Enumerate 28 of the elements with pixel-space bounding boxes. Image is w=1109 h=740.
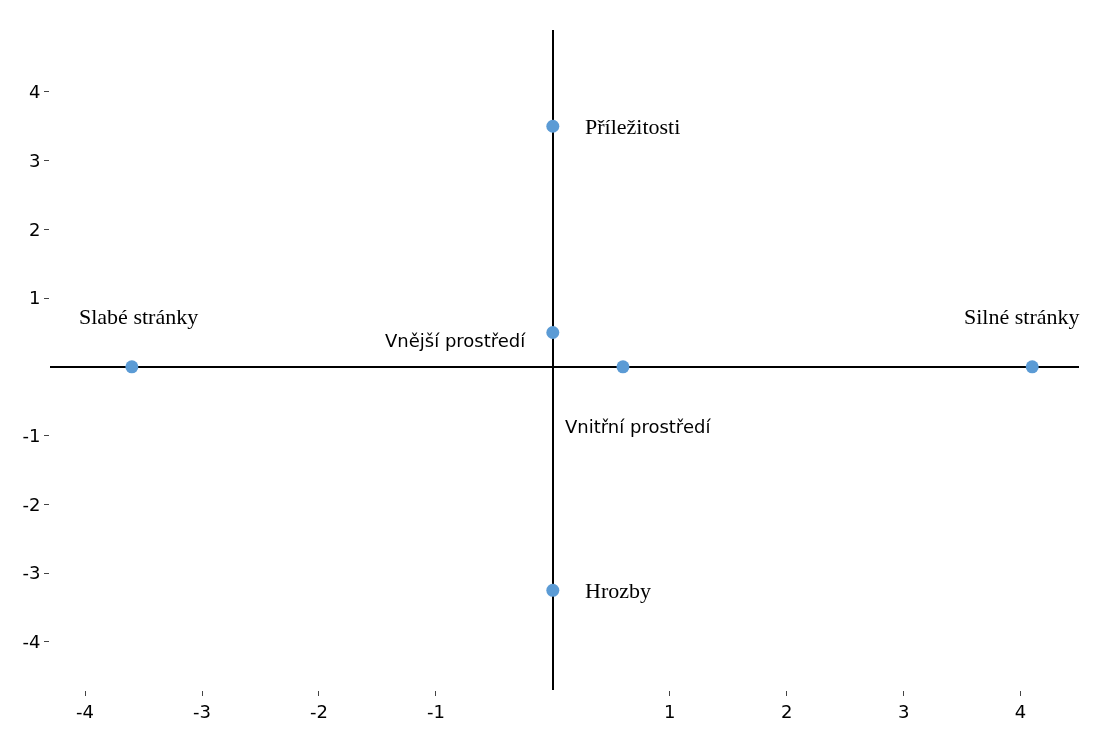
annotation: Silné stránky bbox=[964, 304, 1080, 329]
x-tick-label: -4 bbox=[76, 700, 95, 722]
x-tick-label: -1 bbox=[426, 700, 445, 722]
point bbox=[125, 360, 139, 374]
x-tick-label: 3 bbox=[897, 700, 910, 722]
x-tick-label: 4 bbox=[1014, 700, 1027, 722]
point bbox=[546, 119, 560, 133]
point bbox=[1025, 360, 1039, 374]
y-tick-label: 1 bbox=[28, 287, 41, 309]
y-tick-label: -2 bbox=[22, 493, 41, 515]
point bbox=[546, 583, 560, 597]
y-tick-label: 2 bbox=[28, 218, 41, 240]
point bbox=[546, 326, 560, 339]
y-tick-label: 4 bbox=[28, 81, 41, 103]
annotation: Slabé stránky bbox=[79, 304, 199, 329]
annotation: Vnitřní prostředí bbox=[565, 416, 712, 437]
y-tick-label: -4 bbox=[22, 631, 41, 653]
x-tick-label: 1 bbox=[664, 700, 676, 722]
y-tick-label: -3 bbox=[22, 562, 41, 584]
point bbox=[616, 360, 630, 374]
y-tick-label: -1 bbox=[22, 424, 41, 446]
annotation: Hrozby bbox=[585, 578, 651, 603]
x-tick-label: -3 bbox=[193, 700, 211, 722]
y-tick-label: 3 bbox=[28, 149, 41, 171]
x-tick-label: 2 bbox=[780, 700, 793, 722]
annotation: Příležitosti bbox=[585, 114, 681, 139]
annotation: Vnější prostředí bbox=[385, 330, 527, 351]
x-tick-label: -2 bbox=[309, 700, 328, 722]
